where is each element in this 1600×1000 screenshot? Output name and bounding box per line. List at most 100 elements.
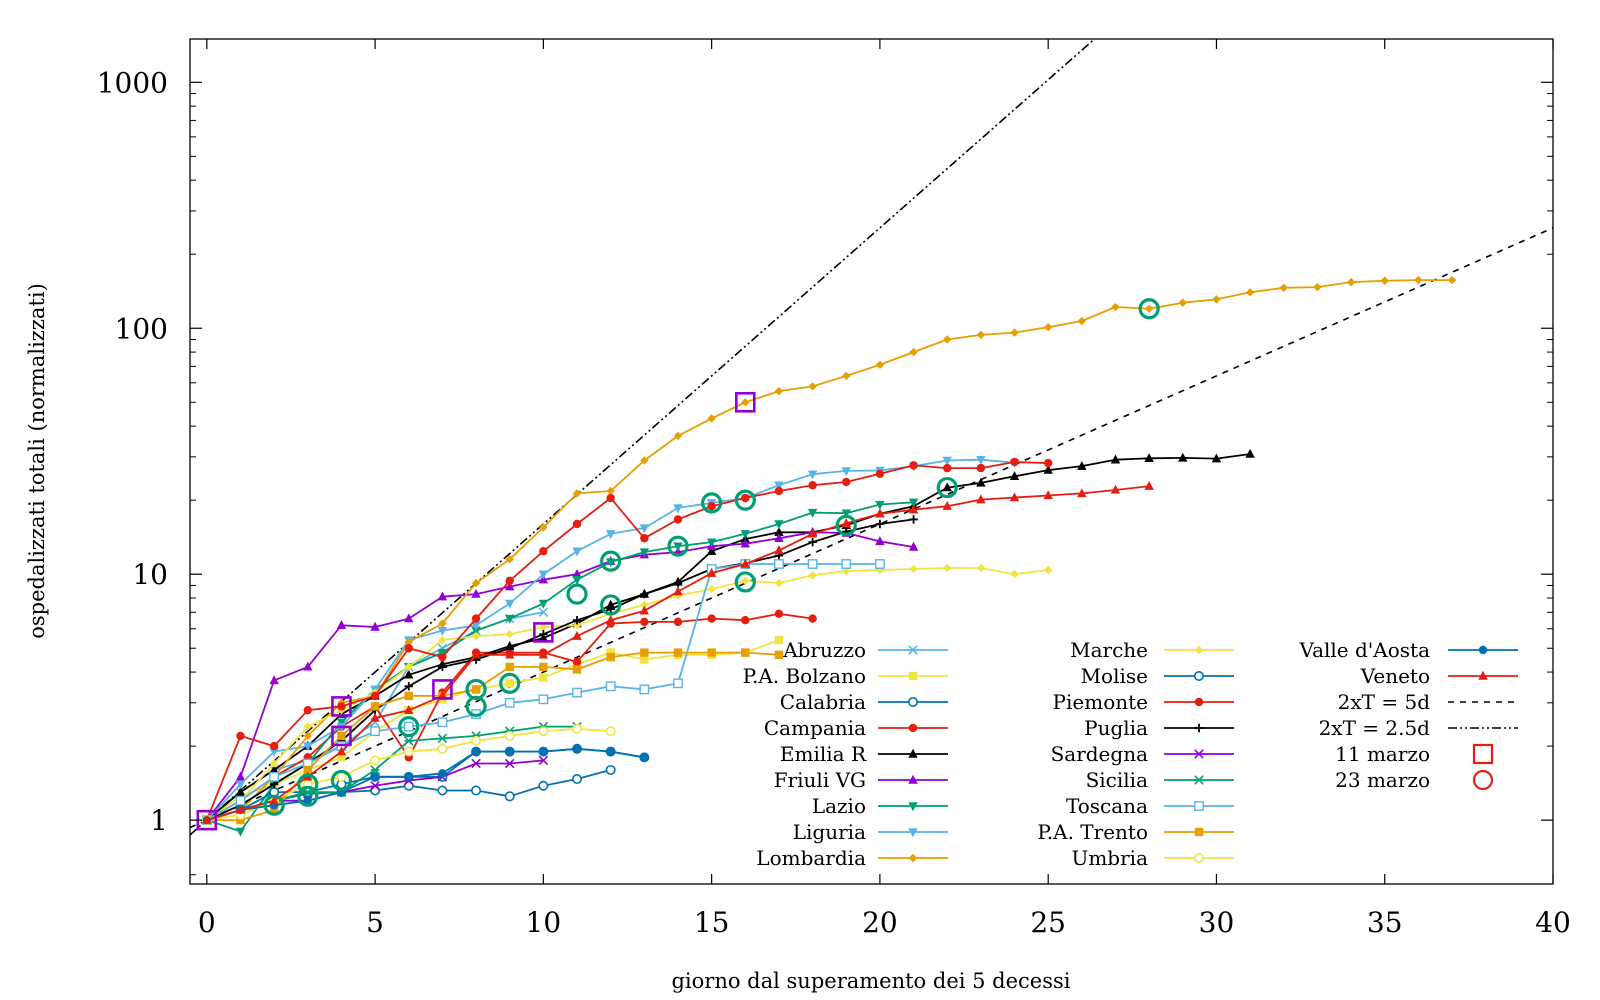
- data-point: [807, 508, 818, 518]
- data-point: [539, 547, 548, 556]
- data-point: [808, 571, 817, 580]
- legend-marker: [908, 748, 918, 758]
- data-point: [807, 470, 818, 480]
- legend-entry-2xt-2-5d: 2xT = 2.5d: [1319, 716, 1518, 740]
- data-point: [404, 669, 414, 679]
- data-point: [572, 616, 582, 625]
- data-point: [438, 652, 447, 662]
- data-point: [269, 771, 280, 782]
- data-point: [1043, 322, 1053, 332]
- data-point: [605, 615, 616, 624]
- data-point: [471, 735, 482, 746]
- data-point: [640, 617, 649, 627]
- data-point: [404, 691, 413, 701]
- data-point: [808, 614, 817, 623]
- data-point: [403, 746, 414, 757]
- marker-23-marzo: [263, 794, 285, 816]
- data-point: [538, 726, 549, 737]
- data-point: [505, 649, 515, 659]
- data-point: [639, 548, 650, 558]
- data-point: [370, 712, 380, 722]
- data-point: [504, 791, 515, 802]
- data-point: [1111, 302, 1120, 312]
- data-point: [504, 730, 515, 741]
- data-point: [303, 705, 312, 715]
- data-point: [1178, 452, 1188, 462]
- data-point: [875, 360, 885, 370]
- marker-23-marzo: [600, 550, 622, 572]
- data-point: [336, 771, 347, 782]
- data-point: [572, 575, 582, 585]
- data-point: [505, 662, 514, 672]
- x-tick-label: 0: [198, 906, 216, 939]
- legend-marker: [1194, 852, 1205, 863]
- highlight-markers: [196, 298, 1160, 831]
- data-point: [976, 463, 986, 473]
- data-point: [471, 614, 481, 623]
- data-point: [875, 536, 885, 546]
- data-point: [505, 599, 515, 609]
- legend-entry-lombardia: Lombardia: [756, 846, 948, 870]
- data-point: [673, 617, 683, 627]
- data-point: [539, 673, 548, 682]
- legend-label: Calabria: [780, 690, 866, 714]
- ref-line-2xt-2-5d: [190, 39, 1096, 836]
- data-point: [572, 744, 582, 754]
- data-point: [741, 576, 750, 586]
- data-point: [908, 541, 919, 551]
- marker-23-marzo: [566, 583, 588, 605]
- legend-marker: [1194, 723, 1204, 733]
- data-point: [471, 626, 481, 636]
- legend-marker: [1194, 775, 1204, 785]
- data-point: [875, 519, 885, 529]
- legend-marker: [908, 774, 918, 784]
- data-point: [235, 804, 246, 814]
- data-point: [741, 616, 750, 625]
- axis-ticks: 0 5 10 15 20 25 30 35 40 1 10 100 1000: [97, 39, 1571, 939]
- data-point: [1043, 464, 1053, 474]
- markers-11-marzo: [196, 391, 756, 831]
- data-point: [976, 494, 986, 504]
- data-point: [774, 559, 784, 569]
- data-point: [539, 622, 548, 632]
- legend-entry-toscana: Toscana: [1066, 794, 1234, 818]
- data-point: [1144, 480, 1154, 490]
- series-line-marche: [206, 567, 1049, 821]
- legend-marker: [1194, 749, 1204, 759]
- data-point: [842, 477, 851, 487]
- data-point: [404, 682, 413, 691]
- legend-label: Molise: [1081, 664, 1148, 688]
- legend-marker: [1478, 670, 1488, 680]
- data-point: [505, 630, 514, 639]
- series-line-piemonte: [205, 461, 1049, 821]
- marker-23-marzo: [398, 716, 420, 738]
- data-point: [943, 335, 952, 344]
- data-point: [303, 722, 312, 731]
- legend-label: 11 marzo: [1335, 742, 1430, 766]
- data-point: [303, 765, 312, 775]
- legend-entry-piemonte: Piemonte: [1053, 690, 1234, 714]
- data-point: [572, 687, 582, 698]
- y-tick-label: 1000: [97, 66, 168, 99]
- series-line-lazio: [206, 501, 914, 833]
- data-point: [774, 520, 784, 530]
- marker-23-marzo: [701, 492, 723, 514]
- data-point: [1313, 282, 1322, 292]
- data-point: [539, 523, 548, 532]
- data-point: [841, 467, 851, 477]
- data-point: [1077, 316, 1087, 326]
- legend-marker: [1472, 743, 1494, 765]
- legend-label: Sicilia: [1086, 768, 1148, 792]
- legend-label: 2xT = 5d: [1338, 690, 1431, 714]
- data-point: [1110, 454, 1121, 464]
- data-point: [572, 657, 582, 667]
- legend-label: Toscana: [1066, 794, 1148, 818]
- legend-label: 23 marzo: [1335, 768, 1430, 792]
- data-point: [403, 736, 414, 746]
- data-point: [673, 678, 683, 689]
- data-point: [1380, 276, 1389, 285]
- marker-11-marzo: [432, 679, 453, 700]
- y-axis-label: ospedalizzati totali (normalizzati): [25, 283, 49, 639]
- data-point: [1144, 453, 1154, 462]
- data-point: [942, 456, 952, 466]
